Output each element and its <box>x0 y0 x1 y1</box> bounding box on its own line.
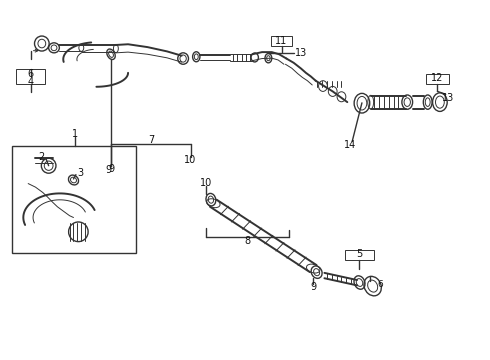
Text: 12: 12 <box>431 73 443 83</box>
Text: 10: 10 <box>200 178 212 188</box>
Bar <box>271 36 292 46</box>
Text: 6: 6 <box>27 68 34 78</box>
Text: 8: 8 <box>245 237 250 247</box>
Text: 9: 9 <box>105 165 112 175</box>
Text: 11: 11 <box>275 36 288 46</box>
Text: 6: 6 <box>378 280 383 289</box>
Bar <box>345 249 374 260</box>
Text: 13: 13 <box>441 93 454 103</box>
Text: 9: 9 <box>310 282 316 292</box>
Text: 1: 1 <box>73 129 78 139</box>
Text: 3: 3 <box>77 168 83 178</box>
Bar <box>12 146 136 253</box>
Text: 14: 14 <box>343 140 356 150</box>
Text: 10: 10 <box>184 156 196 165</box>
Text: 13: 13 <box>295 48 307 58</box>
Text: 4: 4 <box>27 77 34 87</box>
Text: 9: 9 <box>108 164 114 174</box>
Text: 7: 7 <box>148 135 154 145</box>
Text: 5: 5 <box>356 249 363 259</box>
Bar <box>16 69 45 84</box>
Bar <box>426 73 449 84</box>
Text: 2: 2 <box>38 152 45 162</box>
